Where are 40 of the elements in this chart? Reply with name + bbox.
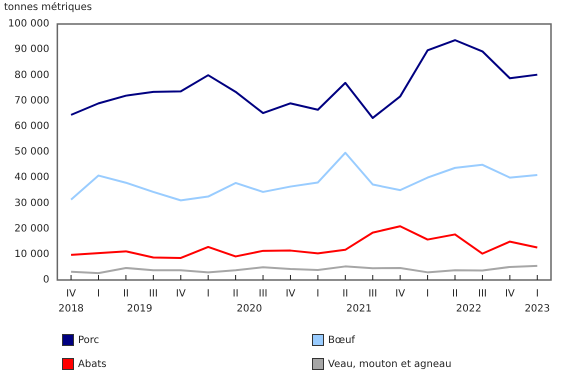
x-tick-label: II — [342, 288, 348, 300]
y-tick-label: 10 000 — [14, 248, 50, 260]
x-tick-label: I — [536, 288, 539, 300]
text: 2022 — [456, 304, 482, 315]
x-tick-label: III — [148, 288, 158, 300]
y-axis-title: tonnes métriques — [4, 2, 92, 13]
y-tick-label: 60 000 — [14, 120, 50, 132]
x-tick-label: II — [452, 288, 458, 300]
text: 2023 — [524, 304, 550, 315]
text: 2018 — [58, 304, 84, 315]
legend-label: Veau, mouton et agneau — [328, 358, 452, 370]
y-tick-label: 80 000 — [14, 70, 50, 81]
y-tick-label: 20 000 — [14, 223, 50, 234]
x-tick-label: IV — [504, 288, 515, 300]
y-tick-label: 90 000 — [14, 44, 50, 56]
legend-label: Porc — [78, 334, 100, 346]
x-tick-label: III — [478, 288, 487, 300]
text: 2021 — [346, 304, 372, 315]
x-tick-label: I — [206, 288, 210, 300]
legend-label: Abats — [78, 358, 106, 370]
x-tick-label: III — [368, 288, 378, 300]
text: 2020 — [236, 304, 262, 315]
x-tick-label: I — [426, 288, 430, 300]
x-tick-label: IV — [395, 288, 406, 300]
x-tick-label: IV — [176, 288, 186, 300]
text: 2019 — [126, 304, 152, 315]
y-tick-label: 50 000 — [14, 146, 50, 158]
y-tick-label: 0 — [42, 274, 50, 286]
legend-label: Bœuf — [328, 334, 355, 346]
y-tick-label: 70 000 — [14, 95, 50, 106]
x-tick-label: III — [258, 288, 268, 300]
y-tick-label: 100 000 — [8, 18, 50, 30]
x-tick-label: I — [97, 288, 100, 300]
x-tick-label: IV — [286, 288, 296, 300]
y-tick-label: 40 000 — [14, 172, 50, 184]
x-tick-label: II — [232, 288, 239, 300]
y-tick-label: 30 000 — [14, 198, 50, 209]
x-tick-label: II — [122, 288, 129, 300]
x-tick-label: IV — [66, 288, 76, 300]
x-tick-label: I — [316, 288, 320, 300]
